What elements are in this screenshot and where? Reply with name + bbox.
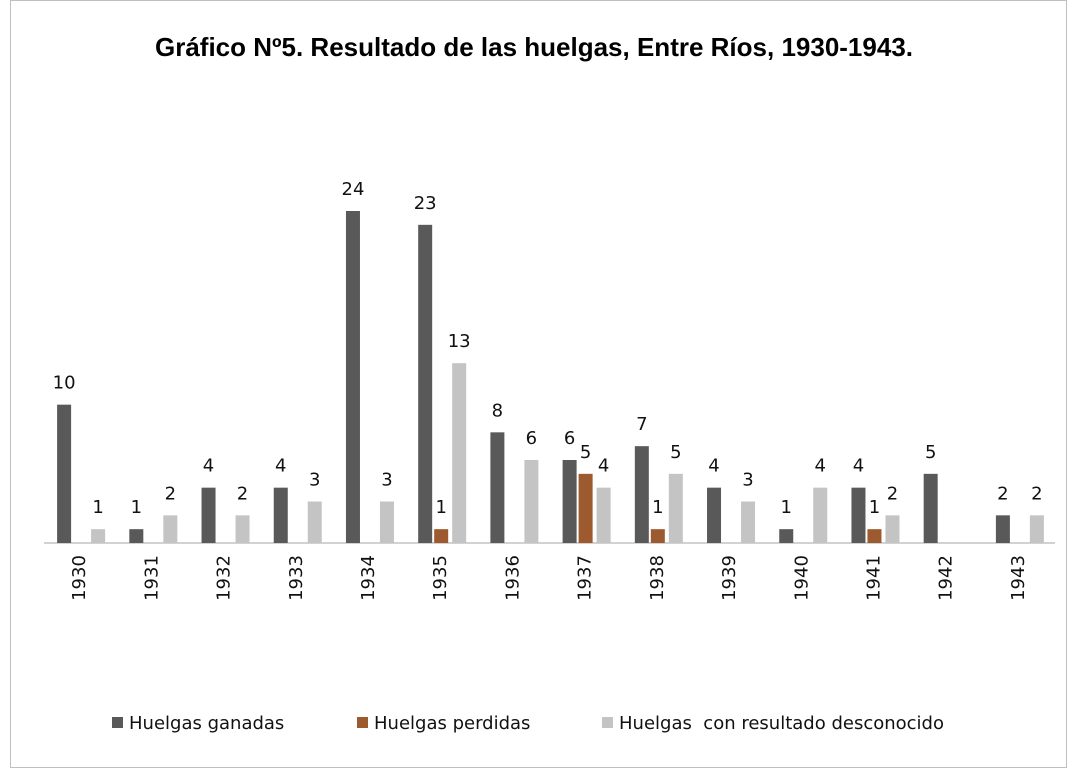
data-label: 1 xyxy=(92,497,103,518)
data-label: 2 xyxy=(165,483,176,504)
data-label: 1 xyxy=(652,497,663,518)
data-label: 2 xyxy=(1031,483,1042,504)
x-tick-label: 1938 xyxy=(647,555,668,601)
data-label: 6 xyxy=(564,428,575,449)
data-label: 1 xyxy=(435,497,446,518)
data-label: 6 xyxy=(526,428,537,449)
x-tick-label: 1943 xyxy=(1008,555,1029,601)
bar xyxy=(434,529,449,543)
x-tick-label: 1940 xyxy=(791,555,812,601)
bar xyxy=(345,211,360,543)
bar xyxy=(235,515,250,543)
bar xyxy=(57,404,72,543)
data-label: 4 xyxy=(275,456,286,477)
bar xyxy=(707,487,722,543)
bar xyxy=(379,501,394,543)
chart-border xyxy=(10,0,1067,768)
bar xyxy=(578,473,593,543)
data-label: 23 xyxy=(414,193,437,214)
bar xyxy=(995,515,1010,543)
data-label: 8 xyxy=(492,400,503,421)
data-label: 3 xyxy=(309,470,320,491)
data-label: 4 xyxy=(815,456,826,477)
legend-label: Huelgas con resultado desconocido xyxy=(619,713,944,734)
data-label: 1 xyxy=(781,497,792,518)
x-tick-label: 1932 xyxy=(214,555,235,601)
bar xyxy=(668,473,683,543)
data-label: 3 xyxy=(742,470,753,491)
data-label: 13 xyxy=(448,331,471,352)
bar xyxy=(779,529,794,543)
x-tick-label: 1937 xyxy=(575,555,596,601)
x-tick-label: 1931 xyxy=(141,555,162,601)
legend-swatch xyxy=(357,717,368,728)
bar xyxy=(923,473,938,543)
x-tick-label: 1935 xyxy=(430,555,451,601)
bar xyxy=(307,501,322,543)
bar xyxy=(490,432,505,543)
chart-title: Gráfico Nº5. Resultado de las huelgas, E… xyxy=(155,32,913,62)
bar xyxy=(201,487,216,543)
bar xyxy=(524,460,539,543)
data-label: 5 xyxy=(670,442,681,463)
bar xyxy=(452,363,467,543)
data-label: 1 xyxy=(131,497,142,518)
data-label: 5 xyxy=(925,442,936,463)
bar xyxy=(741,501,756,543)
data-label: 7 xyxy=(636,414,647,435)
bar xyxy=(813,487,828,543)
x-tick-label: 1939 xyxy=(719,555,740,601)
x-tick-label: 1936 xyxy=(502,555,523,601)
bar xyxy=(418,224,433,544)
x-tick-label: 1942 xyxy=(936,555,957,601)
legend-label: Huelgas perdidas xyxy=(374,713,530,734)
data-label: 2 xyxy=(997,483,1008,504)
bar xyxy=(650,529,665,543)
legend-swatch xyxy=(602,717,613,728)
data-label: 3 xyxy=(381,470,392,491)
bar xyxy=(867,529,882,543)
bar xyxy=(562,460,577,543)
bar xyxy=(1029,515,1044,543)
data-label: 24 xyxy=(342,179,365,200)
data-label: 4 xyxy=(203,456,214,477)
data-label: 10 xyxy=(53,373,76,394)
legend-label: Huelgas ganadas xyxy=(129,713,284,734)
data-label: 4 xyxy=(853,456,864,477)
bar xyxy=(851,487,866,543)
data-label: 2 xyxy=(237,483,248,504)
x-tick-label: 1934 xyxy=(358,555,379,601)
data-label: 4 xyxy=(708,456,719,477)
bar xyxy=(273,487,288,543)
bar xyxy=(91,529,106,543)
data-label: 1 xyxy=(869,497,880,518)
bar xyxy=(634,446,649,543)
bar xyxy=(129,529,144,543)
bar xyxy=(885,515,900,543)
bar xyxy=(596,487,611,543)
bar xyxy=(163,515,178,543)
x-tick-label: 1930 xyxy=(69,555,90,601)
data-label: 4 xyxy=(598,456,609,477)
x-tick-label: 1933 xyxy=(286,555,307,601)
legend-swatch xyxy=(112,717,123,728)
data-label: 2 xyxy=(887,483,898,504)
data-label: 5 xyxy=(580,442,591,463)
x-tick-label: 1941 xyxy=(863,555,884,601)
